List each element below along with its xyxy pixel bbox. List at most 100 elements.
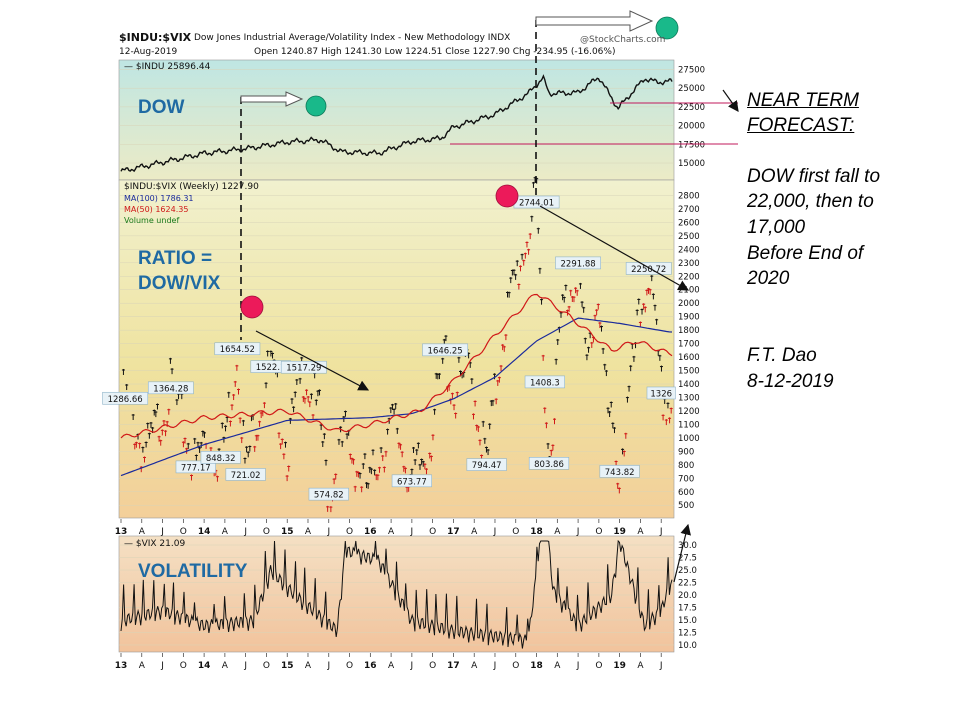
y-tick-label: 20.0 <box>678 591 697 601</box>
x-axis-label: O <box>180 527 187 537</box>
x-axis-label: 16 <box>364 661 377 671</box>
x-axis-label: 18 <box>530 661 543 671</box>
x-axis-label: 19 <box>613 661 626 671</box>
x-axis-label: 15 <box>281 527 294 537</box>
dow-legend: — $INDU 25896.44 <box>124 62 211 72</box>
y-tick-label: 1300 <box>678 393 700 403</box>
value-label: 1286.66 <box>108 395 143 405</box>
x-axis-label: 16 <box>364 527 377 537</box>
x-axis-label: A <box>388 661 395 671</box>
hollow-arrow-2018 <box>535 10 654 32</box>
x-axis-label: J <box>576 527 580 537</box>
y-tick-label: 2300 <box>678 259 700 269</box>
y-tick-label: 1000 <box>678 434 700 444</box>
x-axis-label: 13 <box>115 527 128 537</box>
dow-drop-arrow <box>722 89 739 112</box>
value-label: 1517.29 <box>286 364 321 374</box>
y-tick-label: 600 <box>678 488 694 498</box>
value-label-box <box>422 343 469 357</box>
hollow-arrow-2014 <box>240 91 304 107</box>
x-axis-label: A <box>222 661 229 671</box>
vix-up-arrow <box>673 523 691 583</box>
x-axis-label: A <box>388 527 395 537</box>
x-axis-label: 15 <box>281 661 294 671</box>
y-tick-label: 1400 <box>678 380 700 390</box>
ratio-legend: $INDU:$VIX (Weekly) 1227.90 <box>124 182 259 192</box>
value-label-box <box>147 381 194 395</box>
x-axis-label: A <box>139 661 146 671</box>
x-axis-label: 17 <box>447 527 460 537</box>
value-label: 1522.1 <box>256 363 286 373</box>
watermark: @StockCharts.com <box>580 35 666 45</box>
forecast-line-5: 2020 <box>747 268 790 289</box>
red-marker-2018 <box>495 184 519 208</box>
y-tick-label: 1700 <box>678 340 700 350</box>
value-label-box <box>308 487 349 501</box>
y-tick-label: 30.0 <box>678 541 697 551</box>
y-tick-label: 1200 <box>678 407 700 417</box>
y-tick-label: 800 <box>678 461 694 471</box>
vix-panel <box>118 535 675 653</box>
dow-panel <box>118 59 675 181</box>
y-tick-label: 17.5 <box>678 604 697 614</box>
value-label: 1654.52 <box>220 345 255 355</box>
y-tick-label: 25000 <box>678 84 705 94</box>
y-tick-label: 20000 <box>678 122 705 132</box>
value-label-box <box>555 256 601 270</box>
x-axis-label: O <box>429 527 436 537</box>
green-marker-2014 <box>305 95 327 117</box>
x-axis-label: A <box>554 661 561 671</box>
x-axis-label: A <box>471 661 478 671</box>
x-axis-label: J <box>493 527 497 537</box>
x-axis-label: J <box>410 661 414 671</box>
ma50-legend: MA(50) 1624.35 <box>124 205 189 214</box>
x-axis-label: 14 <box>198 661 211 671</box>
y-tick-label: 1500 <box>678 367 700 377</box>
y-tick-label: 900 <box>678 447 694 457</box>
y-tick-label: 25.0 <box>678 566 697 576</box>
value-label-box <box>214 342 261 356</box>
vol-panel-label: VOLATILITY <box>138 561 248 582</box>
value-label: 1326 <box>650 389 672 399</box>
x-axis-label: J <box>410 527 414 537</box>
forecast-title-2: FORECAST: <box>747 115 855 136</box>
value-label-box <box>200 451 241 464</box>
y-tick-label: 27.5 <box>678 554 697 564</box>
y-tick-label: 1100 <box>678 420 700 430</box>
x-axis-label: O <box>263 661 270 671</box>
ratio-panel-label-1: RATIO = <box>138 248 213 269</box>
value-label-box <box>102 391 149 405</box>
x-axis-label: J <box>576 661 580 671</box>
y-tick-label: 1800 <box>678 326 700 336</box>
trend-arrow-2014 <box>255 330 370 391</box>
value-label: 803.86 <box>534 460 564 470</box>
y-tick-label: 2500 <box>678 232 700 242</box>
x-axis-label: A <box>305 527 312 537</box>
y-tick-label: 700 <box>678 474 694 484</box>
x-axis-label: O <box>180 661 187 671</box>
x-axis-label: O <box>346 661 353 671</box>
value-label-box <box>175 460 216 474</box>
y-tick-label: 22500 <box>678 103 705 113</box>
chart-symbol: $INDU:$VIX <box>119 31 192 44</box>
x-axis-label: J <box>326 527 330 537</box>
ratio-panel-label-2: DOW/VIX <box>138 273 221 294</box>
x-axis-label: O <box>595 661 602 671</box>
x-axis-label: 14 <box>198 527 211 537</box>
vix-legend: — $VIX 21.09 <box>124 539 186 549</box>
x-axis-label: O <box>512 527 519 537</box>
x-axis-label: J <box>243 527 247 537</box>
green-marker-2018 <box>655 16 679 40</box>
x-axis-label: O <box>263 527 270 537</box>
y-tick-label: 22.5 <box>678 579 697 589</box>
trend-arrow-2018 <box>539 205 690 291</box>
x-axis-label: A <box>305 661 312 671</box>
x-axis-label: 13 <box>115 661 128 671</box>
y-tick-label: 15.0 <box>678 616 697 626</box>
x-axis-label: A <box>637 661 644 671</box>
value-label: 777.17 <box>181 463 211 473</box>
value-label: 743.82 <box>605 468 635 478</box>
y-tick-label: 2000 <box>678 299 700 309</box>
value-label-box <box>391 474 432 488</box>
